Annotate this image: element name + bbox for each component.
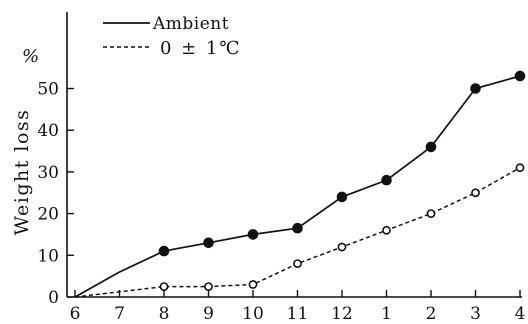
y-ticks: 0 10 20 30 40 50: [37, 80, 74, 308]
data-point-ambient: [425, 141, 437, 153]
y-tick-label: 40: [37, 121, 59, 141]
data-point-cold: [293, 259, 302, 268]
data-point-cold: [426, 209, 436, 218]
x-ticks: 678910111212345: [70, 290, 526, 324]
data-point-ambient: [336, 191, 348, 203]
x-tick-label: 6: [70, 304, 81, 324]
y-axis-label: Weight loss: [11, 109, 33, 236]
data-point-ambient: [470, 83, 481, 94]
data-point-ambient: [203, 237, 214, 249]
data-point-ambient: [514, 70, 526, 82]
y-tick-label: 20: [37, 205, 59, 225]
data-point-cold: [248, 280, 258, 289]
x-tick-label: 4: [515, 304, 526, 324]
x-tick-label: 10: [242, 304, 264, 324]
y-tick-label: 30: [37, 163, 59, 183]
data-point-cold: [337, 242, 347, 252]
x-tick-label: 9: [203, 304, 214, 324]
y-tick-label: 50: [37, 80, 59, 100]
y-axis-unit: %: [22, 46, 39, 67]
data-point-cold: [382, 225, 391, 235]
y-tick-label: 10: [37, 246, 59, 266]
x-tick-label: 7: [114, 304, 125, 324]
x-tick-label: 11: [287, 304, 309, 324]
data-point-cold: [204, 282, 213, 291]
legend: Ambient 0 ± 1℃: [103, 14, 242, 59]
x-tick-label: 8: [159, 304, 170, 324]
data-point-cold: [471, 188, 480, 198]
x-tick-label: 12: [331, 304, 353, 324]
data-point-ambient: [158, 245, 170, 257]
x-tick-label: 1: [381, 304, 392, 324]
legend-ambient-label: Ambient: [152, 14, 229, 34]
series-layer: [74, 70, 526, 298]
data-point-ambient: [292, 222, 303, 234]
data-point-cold: [159, 282, 169, 291]
x-tick-label: 3: [470, 304, 481, 324]
y-tick-label: 0: [48, 288, 59, 308]
x-tick-label: 2: [426, 304, 437, 324]
data-point-ambient: [247, 229, 259, 240]
data-point-cold: [515, 163, 525, 173]
series-line-cold: [74, 167, 521, 298]
legend-cold-label: 0 ± 1℃: [160, 38, 242, 59]
data-point-ambient: [381, 174, 392, 186]
